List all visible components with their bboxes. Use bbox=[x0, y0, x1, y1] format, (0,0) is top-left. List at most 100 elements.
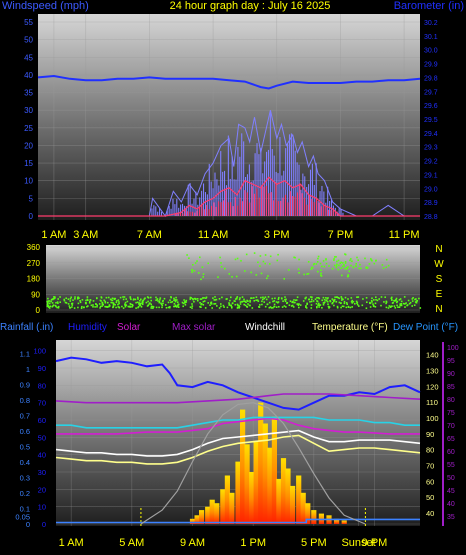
direction-label: S bbox=[436, 274, 443, 285]
y-tick-label: 0.5 bbox=[20, 443, 30, 452]
solar-bar bbox=[296, 475, 302, 524]
wind-direction-point bbox=[200, 306, 202, 308]
wind-direction-point bbox=[310, 307, 313, 309]
wind-direction-point bbox=[163, 297, 166, 300]
wind-direction-point bbox=[190, 297, 193, 299]
wind-direction-point bbox=[275, 306, 278, 308]
wind-direction-point bbox=[380, 296, 383, 298]
wind-direction-point bbox=[124, 304, 126, 307]
wind-direction-point bbox=[183, 299, 185, 301]
wind-direction-point bbox=[132, 304, 134, 307]
wind-direction-point bbox=[325, 262, 328, 265]
wind-direction-point bbox=[101, 301, 103, 304]
wind-direction-point bbox=[328, 265, 330, 267]
y-tick-label: 55 bbox=[24, 18, 33, 27]
wind-direction-point bbox=[316, 261, 319, 263]
x-tick-label: 5 AM bbox=[119, 537, 144, 549]
wind-direction-point bbox=[356, 301, 359, 304]
wind-direction-point bbox=[350, 264, 352, 267]
wind-direction-point bbox=[191, 307, 193, 309]
wind-direction-point bbox=[334, 256, 336, 258]
wind-direction-point bbox=[355, 265, 357, 268]
y-tick-label: 80 bbox=[426, 446, 434, 455]
wind-direction-point bbox=[392, 301, 394, 304]
wind-direction-point bbox=[122, 307, 125, 309]
wind-direction-point bbox=[175, 296, 177, 299]
wind-direction-point bbox=[196, 260, 198, 262]
wind-direction-point bbox=[130, 298, 132, 301]
y-tick-label: 29.0 bbox=[424, 186, 438, 193]
wind-direction-point bbox=[177, 306, 180, 308]
wind-direction-point bbox=[281, 306, 284, 308]
series-line bbox=[56, 417, 420, 435]
wind-direction-point bbox=[357, 259, 359, 261]
wind-direction-point bbox=[357, 296, 360, 298]
wind-direction-point bbox=[136, 301, 139, 304]
y-tick-label: 0.8 bbox=[20, 396, 30, 405]
wind-direction-point bbox=[346, 303, 348, 305]
wind-direction-point bbox=[364, 257, 366, 260]
wind-direction-point bbox=[354, 303, 356, 305]
wind-direction-point bbox=[46, 300, 48, 303]
wind-direction-point bbox=[173, 299, 175, 302]
wind-direction-point bbox=[294, 301, 296, 304]
wind-direction-point bbox=[243, 303, 245, 306]
wind-direction-point bbox=[284, 296, 286, 298]
wind-direction-point bbox=[415, 298, 417, 300]
wind-direction-point bbox=[278, 296, 280, 299]
wind-direction-point bbox=[238, 307, 240, 309]
barometer-axis-label: Barometer (in) bbox=[394, 0, 464, 12]
wind-direction-point bbox=[403, 296, 406, 298]
x-tick-label: 9 PM bbox=[362, 537, 388, 549]
wind-direction-point bbox=[305, 305, 307, 307]
y-tick-label: 60 bbox=[426, 477, 434, 486]
wind-direction-point bbox=[334, 296, 336, 298]
wind-direction-point bbox=[109, 298, 112, 301]
wind-direction-point bbox=[333, 299, 336, 302]
wind-direction-point bbox=[288, 304, 291, 306]
wind-direction-point bbox=[161, 306, 163, 309]
wind-direction-point bbox=[311, 298, 313, 301]
wind-direction-point bbox=[229, 299, 231, 302]
wind-direction-point bbox=[138, 302, 141, 304]
wind-direction-point bbox=[193, 270, 196, 272]
wind-direction-point bbox=[217, 276, 219, 278]
wind-direction-point bbox=[231, 307, 233, 309]
y-tick-label: 29.2 bbox=[424, 159, 438, 166]
wind-direction-point bbox=[140, 298, 142, 301]
wind-direction-point bbox=[384, 296, 386, 298]
wind-direction-point bbox=[202, 276, 204, 278]
wind-direction-point bbox=[374, 302, 377, 305]
wind-direction-point bbox=[267, 275, 269, 277]
wind-direction-point bbox=[96, 304, 98, 306]
wind-direction-point bbox=[239, 303, 242, 305]
wind-direction-point bbox=[250, 297, 252, 299]
wind-direction-point bbox=[411, 300, 414, 302]
wind-direction-point bbox=[241, 300, 244, 303]
wind-direction-point bbox=[298, 306, 300, 309]
y-tick-label: 5 bbox=[29, 194, 34, 203]
wind-direction-point bbox=[334, 298, 336, 301]
wind-direction-point bbox=[169, 299, 171, 301]
solar-bar bbox=[311, 510, 317, 524]
wind-direction-point bbox=[228, 302, 230, 304]
wind-direction-point bbox=[155, 296, 157, 299]
wind-direction-point bbox=[343, 300, 346, 303]
wind-direction-point bbox=[239, 297, 241, 299]
wind-direction-point bbox=[336, 305, 339, 308]
wind-direction-point bbox=[133, 298, 135, 300]
wind-direction-point bbox=[137, 296, 139, 299]
wind-direction-point bbox=[125, 298, 127, 300]
wind-direction-point bbox=[289, 300, 292, 302]
wind-direction-point bbox=[115, 300, 118, 302]
wind-direction-point bbox=[142, 299, 145, 302]
wind-direction-point bbox=[79, 301, 82, 304]
wind-direction-point bbox=[86, 305, 88, 308]
wind-direction-point bbox=[174, 304, 177, 307]
wind-direction-point bbox=[295, 299, 298, 301]
wind-direction-point bbox=[277, 301, 279, 304]
wind-direction-point bbox=[399, 303, 401, 305]
wind-direction-point bbox=[108, 305, 110, 308]
wind-direction-point bbox=[170, 296, 172, 298]
